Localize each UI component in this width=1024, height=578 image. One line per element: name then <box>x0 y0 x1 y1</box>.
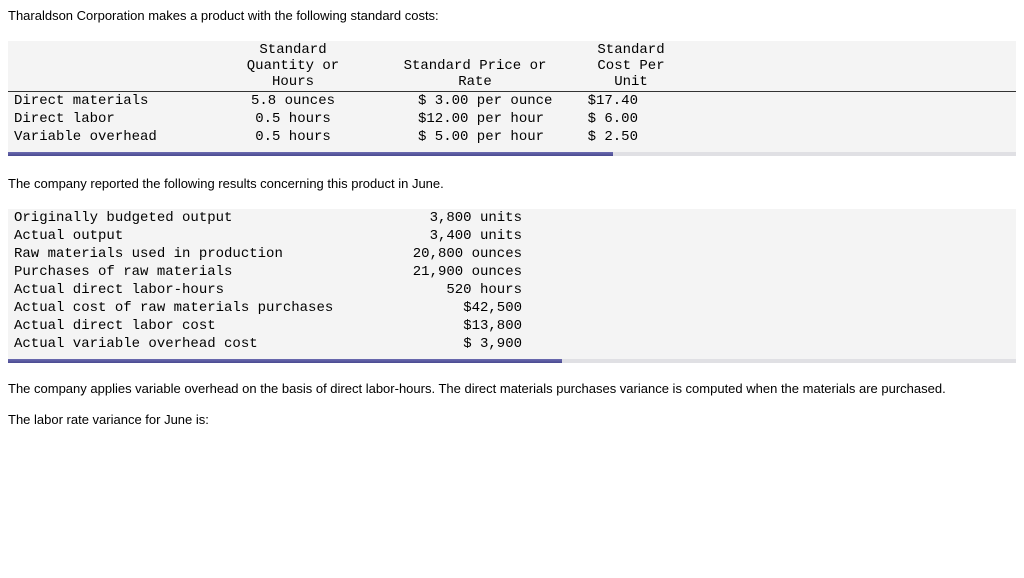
row-cost: $ 6.00 <box>578 110 678 128</box>
row-rate: $12.00 per hour <box>378 110 578 128</box>
table-row: Raw materials used in production20,800 o… <box>8 245 1016 263</box>
row-label: Variable overhead <box>8 128 208 146</box>
results-table-wrap: Originally budgeted output 3,800 units A… <box>8 209 1016 363</box>
closing-text: The company applies variable overhead on… <box>8 381 1016 396</box>
row-label: Actual cost of raw materials purchases <box>8 299 388 317</box>
row-cost: $ 2.50 <box>578 128 678 146</box>
row-rate: $ 5.00 per hour <box>378 128 578 146</box>
table-row: Variable overhead 0.5 hours $ 5.00 per h… <box>8 128 1016 146</box>
results-table: Originally budgeted output 3,800 units A… <box>8 209 1016 353</box>
row-qty: 5.8 ounces <box>208 92 378 111</box>
row-label: Purchases of raw materials <box>8 263 388 281</box>
row-label: Actual output <box>8 227 388 245</box>
col-header-cost: Standard Cost Per Unit <box>578 41 678 92</box>
table-row: Actual output 3,400 units <box>8 227 1016 245</box>
standard-costs-table: Standard Quantity or Hours Standard Pric… <box>8 41 1016 146</box>
scrollbar-horizontal[interactable] <box>8 359 1016 363</box>
spacer <box>678 41 1016 92</box>
row-qty: 0.5 hours <box>208 128 378 146</box>
table-row: Direct labor 0.5 hours $12.00 per hour $… <box>8 110 1016 128</box>
mid-text: The company reported the following resul… <box>8 176 1016 191</box>
scrollbar-horizontal[interactable] <box>8 152 1016 156</box>
row-rate: $ 3.00 per ounce <box>378 92 578 111</box>
standard-costs-table-wrap: Standard Quantity or Hours Standard Pric… <box>8 41 1016 156</box>
row-value: $42,500 <box>388 299 528 317</box>
blank-header <box>8 41 208 92</box>
question-text: The labor rate variance for June is: <box>8 412 1016 427</box>
row-label: Actual variable overhead cost <box>8 335 388 353</box>
row-value: 3,400 units <box>388 227 528 245</box>
row-value: 21,900 ounces <box>388 263 528 281</box>
row-value: 20,800 ounces <box>388 245 528 263</box>
row-label: Actual direct labor cost <box>8 317 388 335</box>
row-value: $13,800 <box>388 317 528 335</box>
row-label: Raw materials used in production <box>8 245 388 263</box>
table-row: Actual cost of raw materials purchases$4… <box>8 299 1016 317</box>
row-label: Actual direct labor-hours <box>8 281 388 299</box>
table-row: Actual direct labor-hours 520 hours <box>8 281 1016 299</box>
col-header-rate: Standard Price or Rate <box>378 41 578 92</box>
row-label: Originally budgeted output <box>8 209 388 227</box>
table-row: Purchases of raw materials21,900 ounces <box>8 263 1016 281</box>
row-cost: $17.40 <box>578 92 678 111</box>
table-row: Actual variable overhead cost$ 3,900 <box>8 335 1016 353</box>
row-value: $ 3,900 <box>388 335 528 353</box>
row-value: 3,800 units <box>388 209 528 227</box>
table-row: Direct materials 5.8 ounces $ 3.00 per o… <box>8 92 1016 111</box>
row-value: 520 hours <box>388 281 528 299</box>
row-label: Direct labor <box>8 110 208 128</box>
table-row: Actual direct labor cost$13,800 <box>8 317 1016 335</box>
col-header-qty: Standard Quantity or Hours <box>208 41 378 92</box>
row-label: Direct materials <box>8 92 208 111</box>
intro-text: Tharaldson Corporation makes a product w… <box>8 8 1016 23</box>
table-row: Originally budgeted output 3,800 units <box>8 209 1016 227</box>
row-qty: 0.5 hours <box>208 110 378 128</box>
